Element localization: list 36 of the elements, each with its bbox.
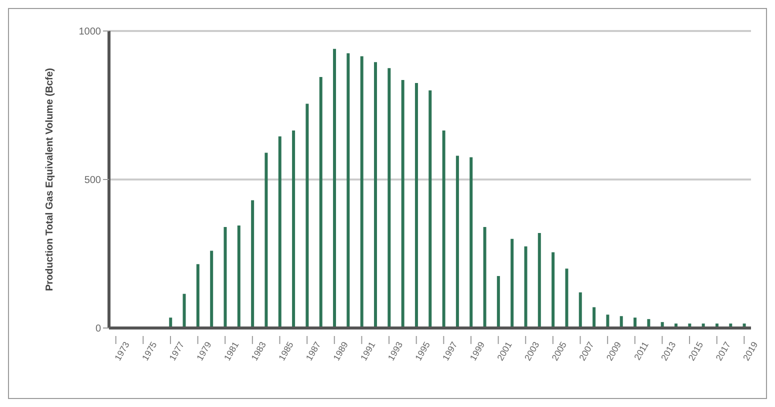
bar: [292, 130, 296, 328]
bar: [360, 56, 364, 328]
bar: [306, 104, 309, 328]
bar: [319, 77, 322, 328]
y-tick-label: 0: [95, 324, 102, 335]
bar: [414, 82, 418, 328]
bar: [196, 264, 200, 328]
bar: [470, 157, 473, 328]
bar: [483, 227, 486, 328]
y-tick-label: 1000: [78, 26, 102, 38]
bar: [578, 292, 582, 328]
bar: [182, 294, 186, 328]
y-tick-label: 500: [84, 175, 102, 186]
bar: [442, 130, 446, 328]
bar: [524, 246, 528, 328]
bar: [346, 53, 350, 328]
bar: [237, 226, 240, 328]
bar: [374, 62, 377, 328]
bar: [210, 250, 214, 328]
bar: [552, 252, 555, 328]
bar: [251, 200, 254, 328]
bar: [456, 156, 459, 328]
bar: [401, 80, 404, 328]
y-axis-title: Production Total Gas Equivalent Volume (Bcfe): [44, 68, 56, 291]
bar: [565, 268, 568, 328]
bar: [333, 48, 336, 328]
bar: [388, 68, 391, 328]
bar: [606, 314, 610, 328]
bar: [264, 152, 268, 328]
bar: [428, 90, 432, 328]
bar: [278, 136, 282, 328]
bar: [224, 227, 227, 328]
bar: [592, 307, 596, 328]
bar: [538, 232, 541, 328]
bar: [510, 238, 514, 328]
bar: [496, 276, 500, 328]
